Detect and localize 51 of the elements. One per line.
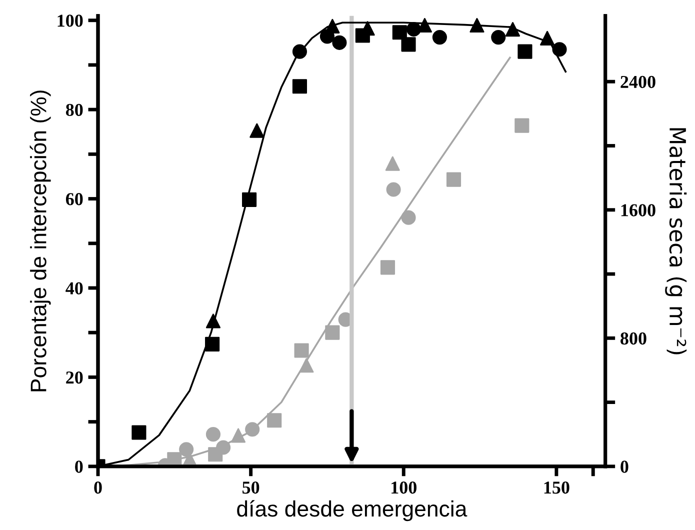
point (242, 192, 257, 207)
point (401, 210, 416, 225)
x-tick-label: 0 (94, 482, 102, 494)
y2-tick-label: 800 (620, 332, 646, 345)
y2-tick-label: 0 (620, 460, 628, 473)
point (299, 358, 314, 373)
x-axis-title: días desde emergencia (237, 500, 468, 522)
point (206, 314, 220, 328)
point (392, 25, 407, 40)
point (292, 79, 307, 94)
y2-tick-label: 2400 (620, 76, 656, 88)
y-tick-label: 100 (58, 14, 83, 27)
point (332, 35, 347, 50)
point (132, 425, 146, 440)
y-tick-label: 80 (66, 104, 83, 116)
point (250, 123, 264, 138)
point (386, 182, 401, 197)
point (292, 44, 307, 59)
point (518, 44, 532, 59)
y-tick-label: 0 (75, 460, 83, 473)
point (385, 156, 400, 171)
point (406, 22, 421, 37)
point (446, 172, 462, 187)
point (540, 30, 555, 46)
point (470, 18, 484, 33)
y2-axis-title: Materia seca (g m⁻²) (665, 128, 687, 354)
y-tick-label: 20 (66, 371, 83, 384)
point (491, 30, 506, 45)
point (505, 22, 520, 37)
y-axis-title: Porcentaje de intercepción (%) (30, 90, 51, 392)
point (432, 30, 447, 45)
point (552, 42, 567, 57)
point (325, 325, 340, 340)
y-tick-label: 60 (66, 193, 83, 206)
x-tick-label: 50 (242, 482, 260, 494)
y-tick-label: 40 (66, 282, 83, 294)
point (245, 422, 260, 437)
point (205, 336, 220, 352)
x-tick-label: 100 (392, 482, 416, 494)
point (206, 427, 220, 442)
point (294, 343, 309, 358)
point (216, 440, 231, 455)
point (179, 442, 194, 457)
point (325, 18, 340, 34)
x-tick-label: 150 (544, 482, 570, 494)
y2-tick-label: 1600 (621, 204, 656, 216)
point (401, 37, 416, 52)
point (230, 428, 246, 443)
point (514, 118, 530, 133)
point (267, 413, 282, 428)
point (380, 260, 396, 275)
